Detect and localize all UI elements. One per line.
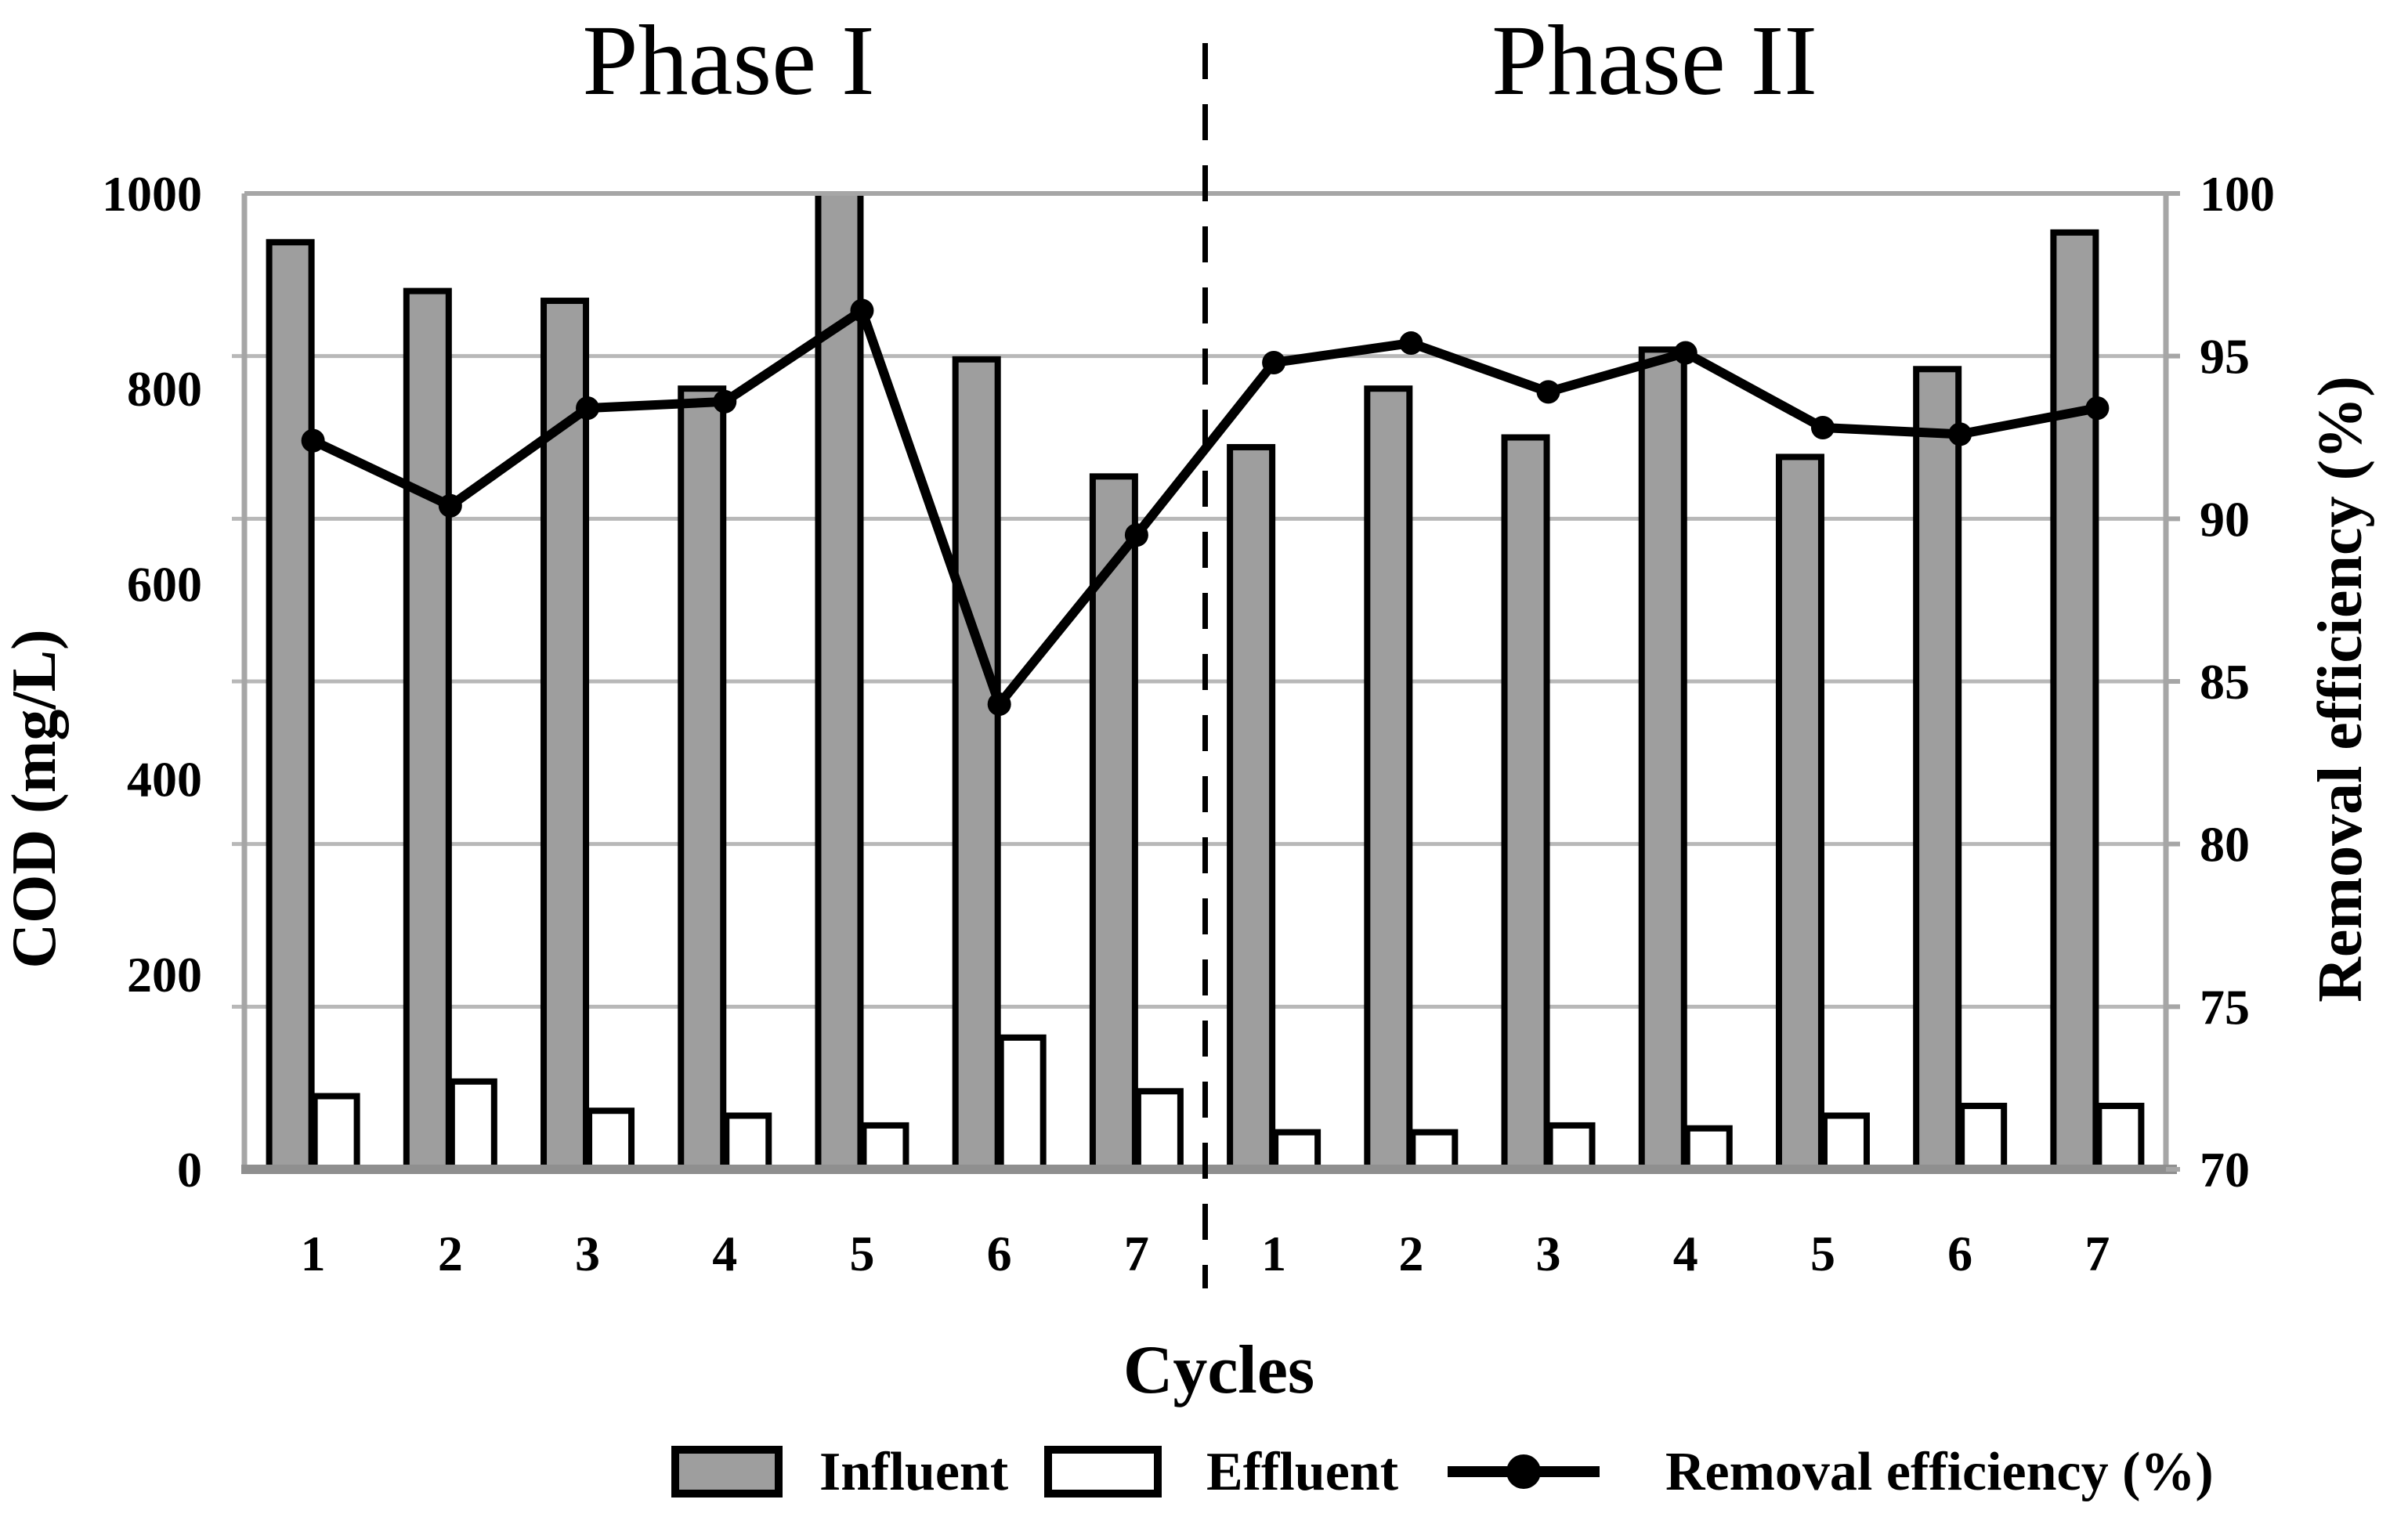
x-tick-label: 4 [712, 1226, 737, 1281]
phase1-title: Phase I [582, 5, 874, 116]
effluent-bar [1546, 1122, 1596, 1169]
effluent-bar [1958, 1103, 2008, 1169]
y-right-tick-label: 80 [2200, 817, 2250, 872]
effluent-bar [723, 1112, 772, 1169]
effluent-bar [448, 1078, 497, 1169]
x-tick-label: 5 [1810, 1226, 1835, 1281]
efficiency-marker [1948, 422, 1972, 446]
x-tick-label: 3 [1536, 1226, 1561, 1281]
influent-bar [1501, 434, 1550, 1169]
influent-bar [1364, 385, 1413, 1169]
y-right-tick-label: 85 [2200, 654, 2250, 710]
influent-bar [815, 193, 864, 1169]
influent-bar [266, 239, 315, 1169]
y-left-tick-label: 0 [177, 1142, 202, 1198]
y-right-tick-label: 100 [2200, 166, 2275, 222]
legend: Influent Effluent Removal efficiency (%) [671, 1442, 2214, 1502]
efficiency-marker [576, 396, 600, 421]
effluent-bar [2095, 1103, 2145, 1169]
influent-bar [678, 385, 727, 1169]
legend-effluent-label: Effluent [1206, 1442, 1398, 1502]
phase2-title: Phase II [1491, 5, 1817, 116]
effluent-bar [586, 1107, 635, 1169]
effluent-bar [1134, 1088, 1184, 1169]
y-left-tick-label: 800 [127, 361, 202, 417]
efficiency-marker [1399, 331, 1423, 356]
x-tick-label: 7 [2084, 1226, 2110, 1281]
y-left-tick-label: 400 [127, 752, 202, 807]
influent-bar [1638, 346, 1687, 1169]
y-right-axis-title: Removal efficiency (%) [2306, 376, 2375, 1003]
efficiency-marker [1810, 416, 1835, 440]
legend-efficiency-label: Removal efficiency (%) [1665, 1442, 2214, 1502]
efficiency-line [311, 305, 2099, 710]
legend-efficiency-marker [1506, 1454, 1541, 1489]
influent-bar [403, 287, 452, 1169]
influent-bar [1089, 473, 1138, 1169]
x-tick-label: 6 [1947, 1226, 1972, 1281]
bar-layer [266, 193, 2145, 1169]
efficiency-marker [1673, 341, 1698, 365]
x-tick-label: 6 [987, 1226, 1012, 1281]
influent-bar [541, 298, 590, 1169]
y-right-tick-label: 90 [2200, 491, 2250, 547]
effluent-bar [997, 1034, 1047, 1169]
x-tick-label: 2 [438, 1226, 463, 1281]
y-left-tick-label: 600 [127, 556, 202, 612]
x-axis-title: Cycles [1123, 1332, 1314, 1408]
y-right-tick-label: 95 [2200, 329, 2250, 385]
y-right-tick-label: 75 [2200, 979, 2250, 1035]
efficiency-marker [850, 298, 874, 323]
legend-influent-label: Influent [819, 1442, 1008, 1502]
efficiency-marker [713, 389, 737, 414]
effluent-bar [1272, 1129, 1322, 1169]
effluent-bar [860, 1122, 909, 1169]
effluent-bar [1683, 1125, 1733, 1169]
legend-influent-swatch [671, 1446, 783, 1498]
x-tick-label: 3 [575, 1226, 600, 1281]
efficiency-line-layer [301, 43, 2110, 1288]
x-tick-label: 4 [1673, 1226, 1698, 1281]
efficiency-marker [438, 493, 462, 518]
effluent-bar [1409, 1129, 1459, 1169]
y-left-tick-label: 1000 [102, 166, 202, 222]
influent-bar [1913, 366, 1962, 1169]
efficiency-marker [301, 428, 325, 453]
y-left-tick-label: 200 [127, 947, 202, 1003]
x-tick-label: 1 [1261, 1226, 1286, 1281]
legend-effluent-swatch [1044, 1446, 1162, 1498]
influent-bar [1775, 453, 1824, 1169]
influent-bar [952, 356, 1001, 1169]
x-tick-label: 2 [1398, 1226, 1423, 1281]
efficiency-marker [1536, 380, 1560, 404]
efficiency-marker [2085, 396, 2110, 421]
x-tick-label: 1 [301, 1226, 326, 1281]
efficiency-marker [987, 692, 1011, 717]
y-right-tick-label: 70 [2200, 1142, 2250, 1198]
efficiency-marker [1262, 350, 1286, 374]
influent-bar [2050, 229, 2099, 1169]
efficiency-marker [1124, 523, 1148, 547]
x-tick-label: 5 [849, 1226, 874, 1281]
x-tick-label: 7 [1124, 1226, 1149, 1281]
effluent-bar [311, 1093, 360, 1169]
y-left-axis-title: COD (mg/L) [0, 629, 69, 968]
influent-bar [1227, 443, 1276, 1169]
effluent-bar [1820, 1112, 1870, 1169]
